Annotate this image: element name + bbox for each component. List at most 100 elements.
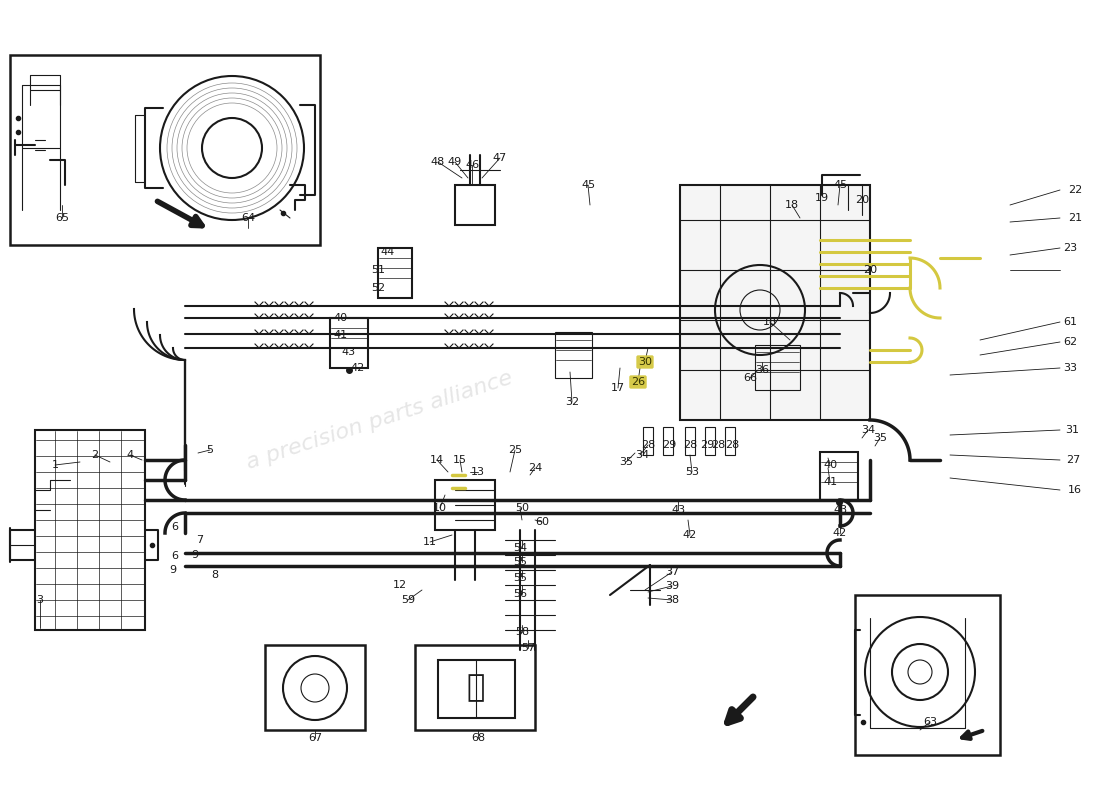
- Bar: [434, 480, 495, 530]
- Text: 18: 18: [785, 200, 799, 210]
- Bar: [10, 55, 320, 245]
- Text: 55: 55: [513, 557, 527, 567]
- Text: 41: 41: [823, 477, 837, 487]
- Text: 64: 64: [241, 213, 255, 223]
- Text: 7: 7: [197, 535, 204, 545]
- Text: 46: 46: [465, 160, 480, 170]
- Text: 40: 40: [823, 460, 837, 470]
- Text: 42: 42: [683, 530, 697, 540]
- Text: 23: 23: [1063, 243, 1077, 253]
- Text: 48: 48: [431, 157, 446, 167]
- Text: 25: 25: [508, 445, 522, 455]
- Text: 𝓕: 𝓕: [466, 673, 485, 703]
- Text: 41: 41: [333, 330, 348, 340]
- Text: 14: 14: [430, 455, 444, 465]
- Text: 59: 59: [400, 595, 415, 605]
- Text: 3: 3: [36, 595, 44, 605]
- Text: 68: 68: [471, 733, 485, 743]
- Text: 6: 6: [172, 551, 178, 561]
- Bar: [685, 427, 695, 455]
- Text: 27: 27: [1066, 455, 1080, 465]
- Bar: [378, 248, 412, 298]
- Bar: [330, 318, 369, 368]
- Text: 4: 4: [126, 450, 133, 460]
- Text: 15: 15: [453, 455, 468, 465]
- Text: 55: 55: [513, 573, 527, 583]
- Text: 58: 58: [515, 627, 529, 637]
- Text: 33: 33: [1063, 363, 1077, 373]
- Text: 43: 43: [671, 505, 685, 515]
- Text: 28: 28: [711, 440, 725, 450]
- Text: 26: 26: [631, 377, 645, 387]
- Bar: [415, 645, 535, 730]
- Text: 10: 10: [433, 503, 447, 513]
- Text: 60: 60: [535, 517, 549, 527]
- Text: 57: 57: [521, 643, 535, 653]
- Text: 34: 34: [861, 425, 876, 435]
- Text: 28: 28: [683, 440, 697, 450]
- Text: 8: 8: [211, 570, 219, 580]
- Bar: [663, 427, 673, 455]
- Text: 65: 65: [55, 213, 69, 223]
- Text: 17: 17: [610, 383, 625, 393]
- Text: 43: 43: [341, 347, 355, 357]
- Text: 54: 54: [513, 543, 527, 553]
- Text: 32: 32: [565, 397, 579, 407]
- Text: 21: 21: [1068, 213, 1082, 223]
- Text: 16: 16: [1068, 485, 1082, 495]
- Bar: [265, 645, 365, 730]
- Text: 29: 29: [700, 440, 714, 450]
- Text: 2: 2: [91, 450, 99, 460]
- Text: 51: 51: [371, 265, 385, 275]
- Text: 18: 18: [763, 317, 777, 327]
- Text: 44: 44: [381, 247, 395, 257]
- Text: 24: 24: [528, 463, 542, 473]
- Bar: [705, 427, 715, 455]
- Text: 34: 34: [635, 450, 649, 460]
- Text: 38: 38: [664, 595, 679, 605]
- Text: 63: 63: [923, 717, 937, 727]
- Text: 30: 30: [638, 357, 652, 367]
- Text: 36: 36: [755, 365, 769, 375]
- Text: a precision parts alliance: a precision parts alliance: [244, 367, 516, 473]
- Text: 42: 42: [351, 363, 365, 373]
- Text: 12: 12: [393, 580, 407, 590]
- Text: 67: 67: [308, 733, 322, 743]
- Text: 40: 40: [333, 313, 348, 323]
- Text: 61: 61: [1063, 317, 1077, 327]
- Text: 35: 35: [619, 457, 632, 467]
- Text: 50: 50: [515, 503, 529, 513]
- Text: 5: 5: [207, 445, 213, 455]
- Text: 42: 42: [833, 528, 847, 538]
- Bar: [556, 332, 592, 378]
- Text: 43: 43: [833, 505, 847, 515]
- Text: 62: 62: [1063, 337, 1077, 347]
- Text: 20: 20: [862, 265, 877, 275]
- Text: 39: 39: [664, 581, 679, 591]
- Bar: [680, 185, 870, 420]
- Text: 35: 35: [873, 433, 887, 443]
- Text: 45: 45: [581, 180, 595, 190]
- Bar: [644, 427, 653, 455]
- Text: 9: 9: [169, 565, 177, 575]
- Text: 45: 45: [833, 180, 847, 190]
- Text: 28: 28: [641, 440, 656, 450]
- Text: 66: 66: [742, 373, 757, 383]
- Text: 53: 53: [685, 467, 698, 477]
- Text: 20: 20: [855, 195, 869, 205]
- Text: 13: 13: [471, 467, 485, 477]
- Bar: [35, 430, 145, 630]
- Bar: [725, 427, 735, 455]
- Text: 11: 11: [424, 537, 437, 547]
- Bar: [820, 452, 858, 500]
- Bar: [438, 660, 515, 718]
- Text: 49: 49: [448, 157, 462, 167]
- Bar: [455, 185, 495, 225]
- Text: 37: 37: [664, 567, 679, 577]
- Bar: [855, 595, 1000, 755]
- Text: 6: 6: [172, 522, 178, 532]
- Text: 22: 22: [1068, 185, 1082, 195]
- Text: 31: 31: [1065, 425, 1079, 435]
- Text: 9: 9: [191, 550, 199, 560]
- Text: 56: 56: [513, 589, 527, 599]
